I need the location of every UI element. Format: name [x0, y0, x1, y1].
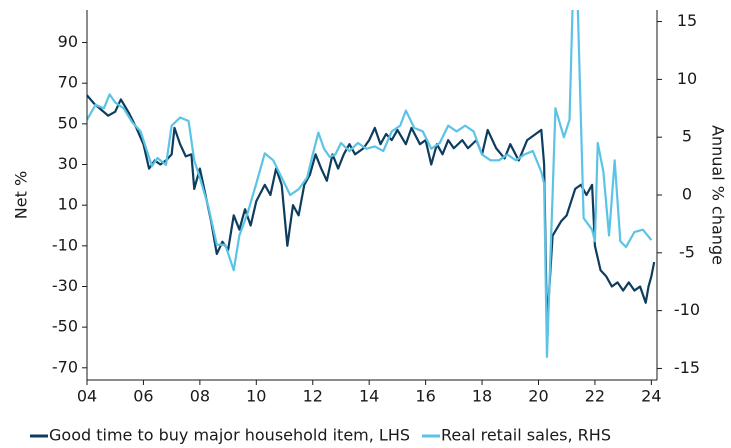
- y-tick-label: 30: [58, 154, 78, 173]
- y2-tick-label: 0: [682, 185, 692, 204]
- y-tick-label: -70: [52, 357, 78, 376]
- legend-label: Good time to buy major household item, L…: [49, 426, 410, 445]
- x-tick-label: 12: [303, 387, 323, 406]
- y2-tick-label: -15: [674, 358, 700, 377]
- y-tick-label: -10: [52, 235, 78, 254]
- y2-tick-label: 10: [677, 69, 697, 88]
- series-line: [87, 94, 656, 329]
- x-tick-label: 18: [472, 387, 492, 406]
- y-tick-label: -30: [52, 276, 78, 295]
- y2-tick-label: 5: [682, 127, 692, 146]
- x-tick-label: 14: [359, 387, 379, 406]
- x-tick-label: 04: [77, 387, 97, 406]
- y-tick-label: 90: [58, 32, 78, 51]
- x-tick-label: 06: [133, 387, 153, 406]
- x-tick-label: 20: [528, 387, 548, 406]
- series-line: [87, 10, 653, 358]
- y-axis-label: Net %: [12, 171, 31, 219]
- plot-area: [87, 10, 656, 358]
- y2-tick-label: -10: [674, 300, 700, 319]
- y-tick-label: -50: [52, 317, 78, 336]
- y-tick-label: 10: [58, 195, 78, 214]
- x-tick-label: 22: [585, 387, 605, 406]
- x-tick-label: 10: [246, 387, 266, 406]
- y2-axis-label: Annual % change: [709, 125, 728, 265]
- y2-tick-label: 15: [677, 11, 697, 30]
- y-tick-label: 70: [58, 73, 78, 92]
- y2-tick-label: -5: [679, 242, 695, 261]
- x-tick-label: 16: [415, 387, 435, 406]
- x-tick-label: 24: [641, 387, 661, 406]
- y-tick-label: 50: [58, 113, 78, 132]
- x-tick-label: 08: [190, 387, 210, 406]
- legend-label: Real retail sales, RHS: [441, 426, 611, 445]
